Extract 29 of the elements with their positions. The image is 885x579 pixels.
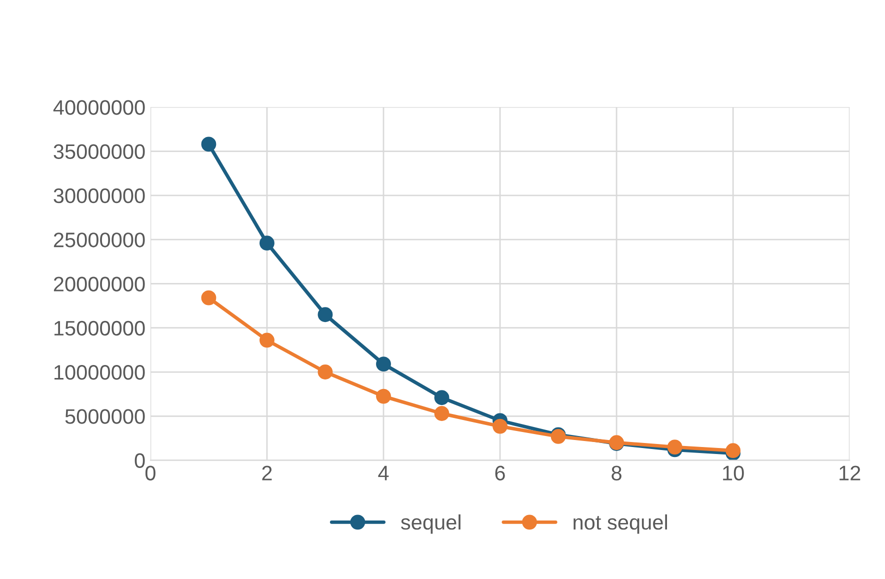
point — [201, 136, 216, 152]
point — [318, 364, 333, 380]
x-tick-label: 6 — [495, 466, 505, 480]
x-tick-label: 4 — [378, 466, 389, 480]
point — [434, 406, 450, 421]
point — [318, 307, 333, 322]
x-tick-label: 8 — [612, 466, 622, 480]
x-tick-label: 12 — [840, 466, 860, 480]
y-tick-label: 15000000 — [54, 320, 145, 336]
legend-label: not sequel — [574, 514, 667, 534]
y-tick-label: 30000000 — [54, 188, 145, 204]
y-tick-label: 35000000 — [54, 144, 145, 160]
point — [492, 418, 508, 434]
y-tick-label: 0 — [134, 453, 145, 468]
legend-label: sequel — [401, 514, 460, 534]
y-tick-label: 10000000 — [54, 365, 145, 380]
point — [376, 388, 391, 404]
point — [260, 236, 274, 251]
y-tick-label: 5000000 — [65, 409, 145, 424]
point — [201, 290, 216, 306]
x-tick-label: 10 — [723, 466, 744, 480]
y-tick-label: 40000000 — [53, 100, 145, 115]
point — [434, 390, 450, 406]
point — [260, 332, 274, 348]
x-tick-label: 0 — [145, 466, 156, 480]
point — [376, 356, 391, 372]
y-tick-label: 20000000 — [54, 276, 145, 292]
x-tick-label: 2 — [262, 466, 272, 480]
y-tick-label: 25000000 — [54, 232, 145, 248]
